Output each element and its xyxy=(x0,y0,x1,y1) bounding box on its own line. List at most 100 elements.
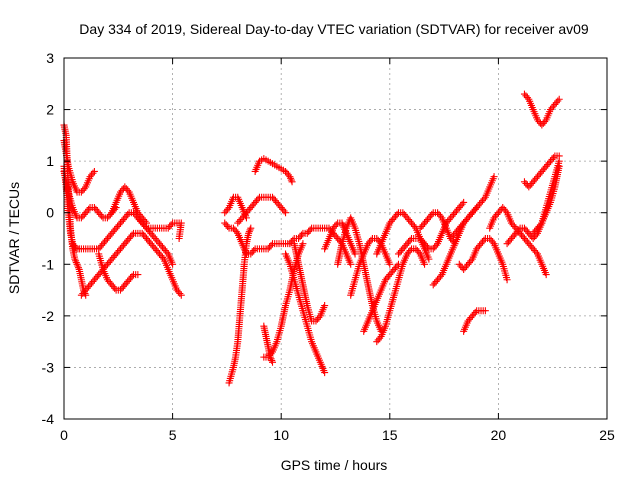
data-point xyxy=(399,209,407,217)
data-point xyxy=(245,228,253,236)
data-point xyxy=(79,186,87,194)
data-point xyxy=(470,207,478,215)
data-point xyxy=(457,222,465,230)
data-point xyxy=(529,178,537,186)
data-point xyxy=(434,276,442,284)
data-point xyxy=(366,238,374,246)
data-point xyxy=(545,159,553,167)
data-point xyxy=(286,173,294,181)
data-point xyxy=(460,219,468,227)
data-point xyxy=(549,102,557,110)
data-point xyxy=(176,290,184,298)
data-point xyxy=(423,216,431,224)
data-point xyxy=(158,253,166,261)
data-point xyxy=(158,243,166,251)
data-point xyxy=(109,228,117,236)
data-point xyxy=(421,240,429,248)
series-arc-af xyxy=(486,204,550,279)
data-point xyxy=(125,276,133,284)
data-point xyxy=(531,247,539,255)
data-point xyxy=(525,183,533,191)
data-point xyxy=(454,205,462,213)
data-point xyxy=(481,307,489,315)
data-point xyxy=(71,255,79,263)
x-tick-label: 0 xyxy=(60,427,68,443)
data-point xyxy=(522,226,530,234)
data-point xyxy=(493,210,501,218)
data-point xyxy=(445,216,453,224)
data-point xyxy=(119,241,127,249)
data-point xyxy=(470,310,478,318)
data-point xyxy=(153,236,161,244)
data-point xyxy=(523,238,531,246)
data-point xyxy=(141,233,149,241)
data-point xyxy=(163,248,171,256)
data-point xyxy=(454,226,462,234)
data-point xyxy=(148,231,156,239)
data-point xyxy=(80,185,88,193)
data-point xyxy=(373,235,381,242)
data-point xyxy=(288,178,296,186)
data-point xyxy=(489,238,497,246)
data-point xyxy=(106,210,114,218)
data-point xyxy=(234,219,242,227)
data-point xyxy=(390,265,398,273)
data-point xyxy=(287,174,295,182)
data-point xyxy=(116,219,124,227)
data-point xyxy=(531,228,539,236)
series-arc-ai xyxy=(520,90,563,129)
data-point xyxy=(85,205,93,213)
data-point xyxy=(431,243,439,251)
data-point xyxy=(282,167,290,175)
data-point xyxy=(145,228,153,236)
data-point xyxy=(127,274,135,282)
data-point xyxy=(400,210,408,218)
y-tick-label: -2 xyxy=(42,308,55,324)
data-point xyxy=(106,231,114,239)
data-point xyxy=(381,276,389,284)
data-point xyxy=(79,290,87,298)
data-point xyxy=(531,176,539,184)
data-point xyxy=(538,121,546,129)
data-point xyxy=(105,259,113,267)
data-point xyxy=(403,250,411,258)
data-point xyxy=(122,212,130,220)
data-point xyxy=(450,231,458,239)
data-point xyxy=(392,264,400,272)
data-point xyxy=(526,241,534,249)
data-point xyxy=(72,243,80,251)
data-point xyxy=(98,212,106,220)
data-point xyxy=(283,169,291,177)
data-point xyxy=(156,240,164,248)
data-point xyxy=(269,358,277,366)
data-point xyxy=(93,207,101,215)
data-point xyxy=(539,166,547,174)
data-point xyxy=(465,259,473,267)
data-point xyxy=(72,257,80,265)
series-arc-aj xyxy=(529,162,563,237)
data-point xyxy=(474,202,482,210)
data-point xyxy=(125,235,133,242)
data-point xyxy=(174,288,182,296)
data-point xyxy=(494,209,502,217)
data-point xyxy=(224,222,232,230)
data-point xyxy=(526,181,534,189)
data-point xyxy=(509,221,517,229)
data-point xyxy=(103,235,111,242)
data-point xyxy=(452,228,460,236)
series-arc-q xyxy=(282,250,329,377)
data-point xyxy=(435,210,443,218)
data-point xyxy=(523,94,531,102)
data-point xyxy=(312,317,320,325)
data-point xyxy=(467,314,475,322)
y-axis-title: SDTVAR / TECUs xyxy=(6,182,22,294)
data-point xyxy=(266,243,274,251)
data-point xyxy=(435,274,443,282)
data-point xyxy=(421,219,429,227)
data-point xyxy=(144,236,152,244)
data-point xyxy=(425,214,433,222)
data-point xyxy=(512,229,520,237)
data-point xyxy=(240,212,248,220)
data-point xyxy=(547,106,555,114)
data-point xyxy=(118,243,126,251)
